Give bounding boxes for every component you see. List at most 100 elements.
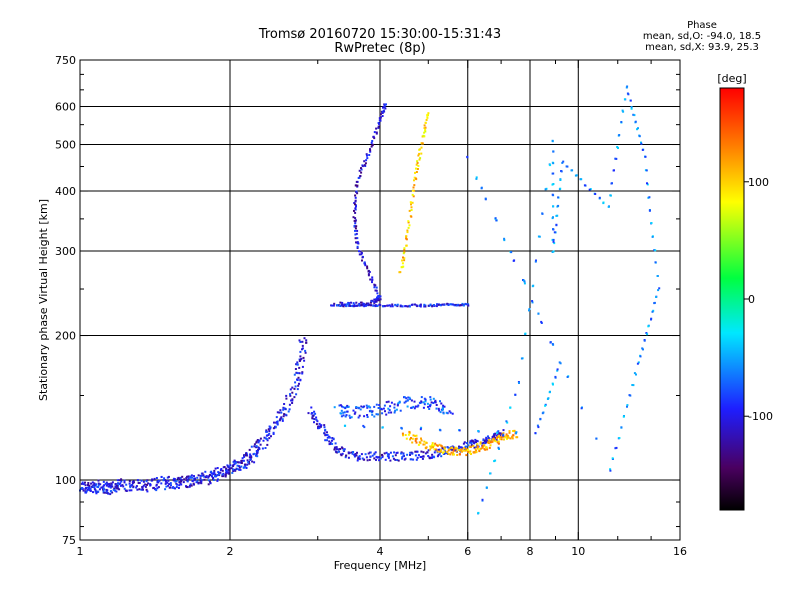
data-point [213,469,216,472]
data-point [381,115,384,117]
data-point [441,303,444,306]
data-point [299,350,302,353]
data-point [459,448,462,451]
data-point [395,408,398,411]
data-point [396,404,399,407]
data-point [385,451,388,454]
data-point [110,490,112,493]
data-point [458,453,461,456]
data-point [514,393,517,396]
data-point [196,476,199,479]
data-point [382,305,385,308]
data-point [397,402,400,405]
data-point [115,487,118,490]
data-point [87,484,89,486]
data-point [361,165,364,168]
data-point [348,451,351,454]
data-point [449,453,452,456]
data-point [131,481,134,483]
data-point [122,485,125,488]
data-point [250,445,253,448]
data-point [383,305,386,308]
data-point [450,303,453,306]
data-point [209,480,211,483]
data-point [417,154,420,157]
data-point [268,432,271,435]
data-point [500,436,503,439]
data-point [403,257,406,260]
data-point [240,465,243,468]
data-point [224,475,227,478]
data-point [437,303,440,306]
data-point [363,458,366,461]
data-point [87,487,90,490]
data-point [625,86,628,89]
data-point [93,484,96,487]
data-point [361,457,364,460]
data-point [438,452,441,455]
data-point [424,305,427,308]
data-point [84,491,87,494]
data-point [293,373,296,376]
data-point [423,127,426,129]
data-point [430,446,433,449]
data-point [622,110,625,113]
data-point [644,155,647,158]
data-point [402,265,405,268]
data-point [360,304,363,307]
data-point [505,420,508,423]
data-point [231,471,234,474]
data-point [418,152,421,155]
data-point [424,121,427,124]
data-point [384,103,387,106]
data-point [615,446,618,449]
data-point [105,490,108,493]
data-point [100,486,103,489]
data-point [354,220,357,223]
data-point [607,205,610,208]
data-point [108,485,111,488]
data-point [291,386,294,389]
data-point [365,456,368,459]
data-point [135,485,138,488]
data-point [95,483,98,486]
data-point [92,485,95,488]
data-point [340,454,343,457]
data-point [234,469,237,471]
data-point [104,482,107,485]
data-point [448,410,451,413]
data-point [353,202,356,204]
data-point [394,304,397,307]
data-point [381,453,383,456]
data-point [325,434,327,436]
data-point [431,456,434,459]
data-point [473,446,476,449]
data-point [472,445,475,447]
data-point [646,183,649,186]
data-point [551,183,554,186]
data-point [483,448,486,451]
data-point [540,320,543,323]
data-point [253,445,256,448]
data-point [249,454,252,457]
data-point [232,470,235,472]
data-point [314,412,317,415]
data-point [355,190,358,193]
data-point [103,484,106,487]
y-tick-label: 75 [62,534,76,547]
data-point [481,498,484,501]
data-point [416,456,419,459]
data-point [354,194,357,197]
data-point [377,125,380,128]
axis-ticks [79,59,681,541]
data-point [128,482,131,485]
data-point [341,405,343,408]
data-point [84,484,87,487]
data-point [140,479,143,482]
data-point [97,482,100,485]
data-point [391,303,394,306]
data-point [89,487,92,490]
data-point [317,427,319,430]
data-point [373,300,376,303]
data-point [371,281,373,284]
